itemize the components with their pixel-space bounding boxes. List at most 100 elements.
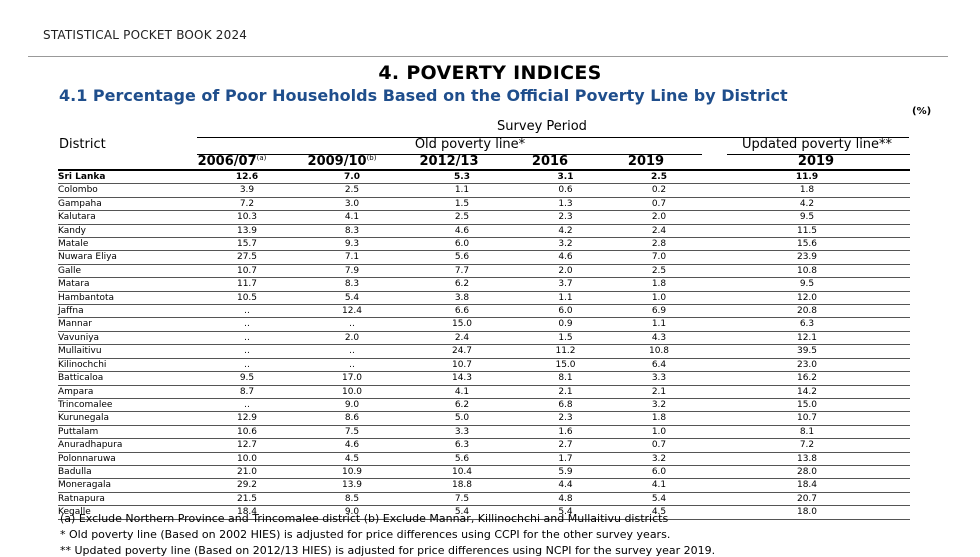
district-name-cell: Ratnapura — [58, 492, 197, 507]
value-cell: 2.3 — [517, 411, 614, 426]
value-cell: 10.8 — [704, 264, 910, 279]
value-cell: 14.3 — [407, 371, 517, 386]
value-cell: 18.8 — [407, 478, 517, 493]
value-cell: 10.0 — [297, 385, 407, 399]
value-cell: 11.2 — [517, 344, 614, 359]
value-cell: 10.6 — [197, 425, 297, 440]
value-cell: 4.6 — [297, 438, 407, 453]
district-name-cell: Ampara — [58, 385, 197, 399]
table-row: Kalutara 10.3 4.1 2.5 2.3 2.0 9.5 — [58, 210, 910, 225]
value-cell: 5.4 — [614, 492, 704, 507]
value-cell: 15.6 — [704, 237, 910, 252]
value-cell: 8.3 — [297, 277, 407, 292]
value-cell: 13.8 — [704, 452, 910, 466]
footnote-a-b: (a) Exclude Northern Province and Trinco… — [60, 512, 669, 525]
value-cell: 29.2 — [197, 478, 297, 493]
value-cell: 1.5 — [407, 197, 517, 212]
value-cell: 16.2 — [704, 371, 910, 386]
value-cell: 2.1 — [614, 385, 704, 399]
value-cell: 10.7 — [407, 358, 517, 373]
table-row: Kilinochchi.... 10.7 15.0 6.4 23.0 — [58, 358, 910, 373]
table-row: Matale 15.7 9.3 6.0 3.2 2.8 15.6 — [58, 237, 910, 252]
value-cell: 13.9 — [297, 478, 407, 493]
value-cell: 4.3 — [614, 331, 704, 346]
value-cell: 15.0 — [704, 398, 910, 413]
value-cell: 18.0 — [704, 505, 910, 520]
value-cell: 3.2 — [614, 398, 704, 413]
survey-period-rule — [197, 137, 909, 138]
value-cell: 3.0 — [297, 197, 407, 212]
value-cell: 8.5 — [297, 492, 407, 507]
district-name-cell: Kurunegala — [58, 411, 197, 426]
value-cell: 3.3 — [614, 371, 704, 386]
district-name-cell: Kegalle — [58, 505, 197, 520]
old-line-rule — [197, 154, 702, 155]
value-cell: 4.2 — [704, 197, 910, 212]
value-cell: 8.3 — [297, 224, 407, 239]
district-name-cell: Mullaitivu — [58, 344, 197, 359]
district-name-cell: Matale — [58, 237, 197, 252]
year-header-label: 2006/07 — [197, 154, 257, 169]
value-cell: 6.9 — [614, 304, 704, 319]
value-cell: 27.5 — [197, 250, 297, 265]
value-cell: 12.9 — [197, 411, 297, 426]
value-cell: .. — [197, 358, 297, 373]
value-cell: 3.3 — [407, 425, 517, 440]
table-row: Gampaha 7.2 3.0 1.5 1.3 0.7 4.2 — [58, 197, 910, 212]
value-cell: 5.9 — [517, 465, 614, 480]
value-cell: 3.7 — [517, 277, 614, 292]
value-cell: .. — [297, 358, 407, 373]
district-name-cell: Trincomalee — [58, 398, 197, 413]
value-cell: 2.0 — [614, 210, 704, 225]
value-cell: 3.9 — [197, 183, 297, 198]
value-cell: 0.9 — [517, 317, 614, 332]
year-header-2: 2012/13 — [394, 154, 504, 169]
value-cell: 1.0 — [614, 425, 704, 440]
value-cell: 6.0 — [407, 237, 517, 252]
district-name-cell: Kalutara — [58, 210, 197, 225]
unit-label: (%) — [912, 106, 932, 117]
year-header-label: 2009/10 — [307, 154, 367, 169]
table-row: Vavuniya.. 2.0 2.4 1.5 4.3 12.1 — [58, 331, 910, 346]
value-cell: 4.4 — [517, 478, 614, 493]
value-cell: .. — [197, 398, 297, 413]
value-cell: 2.5 — [614, 171, 704, 185]
value-cell: 1.0 — [614, 291, 704, 306]
value-cell: 7.1 — [297, 250, 407, 265]
value-cell: 2.5 — [614, 264, 704, 279]
value-cell: 2.3 — [517, 210, 614, 225]
value-cell: 4.1 — [614, 478, 704, 493]
value-cell: 39.5 — [704, 344, 910, 359]
value-cell: 8.1 — [517, 371, 614, 386]
value-cell: 1.6 — [517, 425, 614, 440]
header-divider — [28, 56, 948, 57]
value-cell: 2.4 — [407, 331, 517, 346]
year-header-label: 2016 — [531, 154, 569, 169]
value-cell: 10.8 — [614, 344, 704, 359]
district-name-cell: Polonnaruwa — [58, 452, 197, 466]
table-row: Nuwara Eliya 27.5 7.1 5.6 4.6 7.0 23.9 — [58, 250, 910, 265]
district-name-cell: Hambantota — [58, 291, 197, 306]
value-cell: 20.7 — [704, 492, 910, 507]
value-cell: 1.1 — [517, 291, 614, 306]
value-cell: 12.7 — [197, 438, 297, 453]
table-row: Kegalle 18.4 9.0 5.4 5.4 4.5 18.0 — [58, 505, 910, 520]
value-cell: 10.7 — [704, 411, 910, 426]
value-cell: 9.5 — [704, 277, 910, 292]
table-row: Puttalam 10.6 7.5 3.3 1.6 1.0 8.1 — [58, 425, 910, 440]
value-cell: 9.0 — [297, 398, 407, 413]
district-name-cell: Moneragala — [58, 478, 197, 493]
district-name-cell: Puttalam — [58, 425, 197, 440]
district-name-cell: Vavuniya — [58, 331, 197, 346]
table-row: Kurunegala 12.9 8.6 5.0 2.3 1.8 10.7 — [58, 411, 910, 426]
value-cell: 7.2 — [704, 438, 910, 453]
value-cell: 2.7 — [517, 438, 614, 453]
poverty-table: Sri Lanka 12.6 7.0 5.3 3.1 2.5 11.9 Colombo 3.9 2… — [58, 171, 910, 520]
value-cell: 4.6 — [407, 224, 517, 239]
value-cell: 4.1 — [297, 210, 407, 225]
table-row: Kandy 13.9 8.3 4.6 4.2 2.4 11.5 — [58, 224, 910, 239]
year-header-label: 2019 — [627, 154, 665, 169]
value-cell: 10.5 — [197, 291, 297, 306]
value-cell: 20.8 — [704, 304, 910, 319]
value-cell: .. — [197, 344, 297, 359]
